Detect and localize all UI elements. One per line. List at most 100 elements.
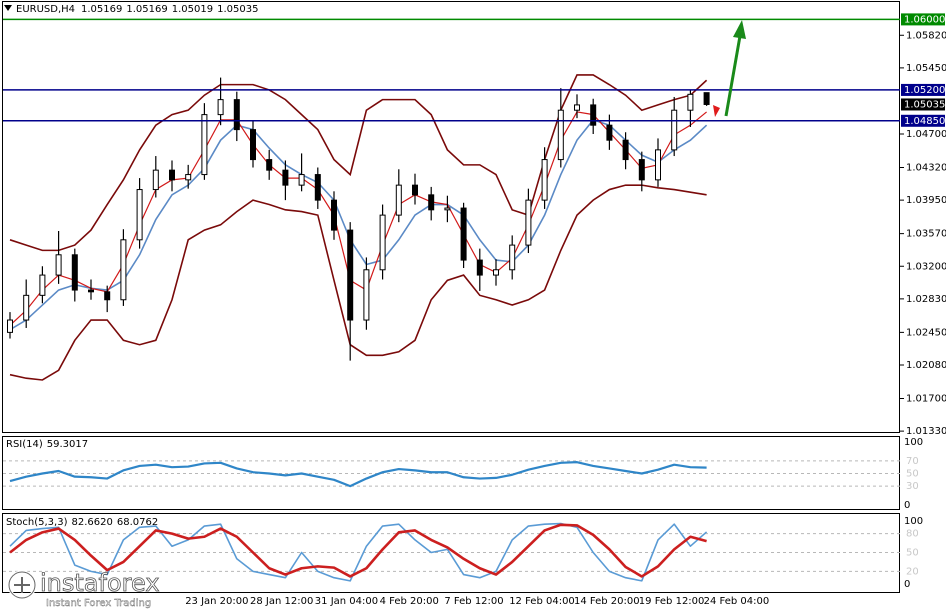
main-header: EURUSD,H4 1.05169 1.05169 1.05019 1.05035 (16, 4, 258, 15)
y-tick-label: 1.02450 (906, 327, 946, 338)
candle-body (541, 159, 548, 201)
plot-layer: 1.05820 1.05450 1.04700 1.04320 1.03950 1.035… (3, 13, 946, 607)
y-tick-label: 0 (904, 500, 910, 511)
overlay-line (9, 184, 707, 381)
candle-body (557, 109, 564, 161)
y-tick-label: 1.03950 (906, 195, 946, 206)
stoch-d-value: 68.0762 (117, 517, 158, 528)
candle-body (217, 99, 224, 116)
candle-body (233, 99, 240, 131)
candle-body (185, 174, 192, 181)
indicator-line (9, 461, 707, 488)
stoch-k-value: 82.6620 (71, 517, 112, 528)
candle-body (412, 184, 418, 196)
candle-body (638, 159, 645, 181)
candle-body (39, 274, 46, 296)
header-high: 1.05169 (126, 4, 167, 15)
x-tick-label: 31 Jan 04:00 (315, 596, 378, 607)
stoch-title: Stoch(5,3,3) (6, 517, 68, 528)
candle-body (493, 269, 499, 276)
forecast-arrow (724, 35, 742, 117)
y-tick-label: 1.04700 (906, 129, 946, 140)
price-label: 1.05035 (904, 99, 945, 110)
x-tick-label: 4 Feb 20:00 (380, 596, 439, 607)
candle-body (7, 319, 13, 333)
x-tick-label: 19 Feb 12:00 (639, 596, 705, 607)
header-low: 1.05019 (172, 4, 213, 15)
stoch-header: Stoch(5,3,3) 82.6620 68.0762 (6, 517, 158, 528)
candle-body (363, 269, 370, 321)
indicator-line (9, 523, 707, 578)
symbol: EURUSD,H4 (16, 4, 75, 15)
candle-body (476, 259, 483, 276)
y-tick-label: 1.05450 (906, 63, 946, 74)
candle-body (509, 244, 516, 271)
candle-body (525, 199, 532, 246)
y-tick-label: 100 (904, 437, 923, 448)
level-label: 50 (906, 548, 919, 559)
indicator-line (9, 522, 708, 582)
candle-body (574, 104, 580, 111)
forecast-arrow-head (733, 20, 746, 39)
level-label: 70 (906, 456, 919, 467)
rsi-title: RSI(14) (6, 439, 43, 450)
level-label: 50 (906, 469, 919, 480)
candle-body (266, 159, 273, 171)
candle-body (606, 124, 613, 141)
main-panel-frame (2, 1, 900, 433)
candle-body (703, 92, 710, 105)
y-tick-label: 0 (904, 579, 910, 590)
x-tick-label: 24 Feb 04:00 (704, 596, 770, 607)
candle-body (282, 169, 289, 186)
candle-body (671, 109, 678, 151)
candle-body (71, 254, 78, 291)
level-label: 1.04850 (904, 116, 945, 127)
candle-body (379, 214, 386, 271)
candle-body (104, 291, 111, 301)
candle-body (169, 169, 175, 181)
x-tick-label: 14 Feb 20:00 (574, 596, 640, 607)
candle-body (347, 229, 354, 321)
header-open: 1.05169 (81, 4, 122, 15)
logo-ring-outline (8, 571, 36, 599)
watermark-brand: instaforex (40, 569, 160, 597)
overlay-line (9, 74, 708, 252)
rsi-header: RSI(14) 59.3017 (6, 439, 88, 450)
candle-body (88, 289, 94, 293)
candle-body (55, 254, 62, 276)
candle-body (201, 114, 208, 176)
x-tick-label: 12 Feb 04:00 (509, 596, 575, 607)
level-label-bg (901, 83, 945, 96)
candle-body (687, 93, 694, 111)
level-label: 1.05200 (904, 85, 945, 96)
y-tick-label: 1.03200 (906, 261, 946, 272)
candle-body (428, 194, 435, 211)
candle-body (250, 129, 256, 161)
y-tick-label: 1.03570 (906, 229, 946, 240)
level-label-bg (901, 13, 945, 26)
y-tick-label: 1.01700 (906, 393, 946, 404)
y-tick-label: 1.04320 (906, 163, 946, 174)
candle-body (444, 207, 451, 211)
x-tick-label: 23 Jan 20:00 (185, 596, 248, 607)
candle-body (298, 174, 305, 186)
x-tick-label: 7 Feb 12:00 (444, 596, 503, 607)
candle-body (622, 139, 629, 161)
candle-body (136, 189, 143, 241)
candle-body (152, 169, 159, 191)
red-arrow (713, 105, 720, 117)
candle-body (314, 174, 321, 201)
x-tick-label: 28 Jan 12:00 (250, 596, 313, 607)
candle-body (23, 294, 30, 321)
y-tick-label: 1.02830 (906, 294, 946, 305)
y-tick-label: 100 (904, 516, 923, 527)
menu-triangle (4, 5, 12, 11)
candle-body (460, 207, 467, 261)
candle-body (590, 104, 597, 126)
candle-body (395, 184, 402, 216)
y-tick-label: 1.02080 (906, 360, 946, 371)
watermark: instaforex Instant Forex Trading (7, 569, 160, 609)
y-tick-label: 1.01330 (906, 426, 946, 437)
price-label-bg (901, 98, 945, 111)
